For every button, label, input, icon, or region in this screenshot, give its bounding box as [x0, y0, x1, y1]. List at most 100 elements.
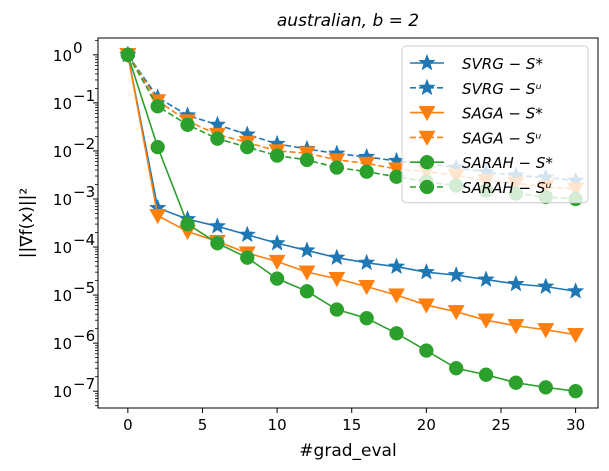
- data-point: [419, 343, 434, 358]
- data-point: [417, 298, 435, 314]
- data-point: [387, 257, 406, 275]
- axes-frame: [97, 37, 599, 409]
- legend-entry: SVRG − S*: [410, 53, 543, 73]
- data-point: [269, 148, 285, 163]
- data-point: [268, 254, 286, 271]
- legend-label: SAGA − Sᵘ: [462, 129, 541, 147]
- data-point: [447, 305, 465, 321]
- data-point: [328, 271, 346, 288]
- y-tick-exponent: −7: [73, 375, 95, 393]
- data-point: [299, 284, 315, 299]
- data-point: [298, 265, 316, 281]
- data-point: [478, 367, 494, 382]
- legend-marker: [418, 130, 436, 146]
- data-point: [150, 99, 165, 114]
- y-tick-label: 10: [53, 239, 72, 257]
- data-point: [477, 270, 495, 288]
- data-point: [329, 302, 345, 317]
- series-line: [127, 54, 576, 336]
- data-point: [210, 236, 225, 251]
- legend-box: [401, 45, 589, 204]
- data-point: [328, 248, 346, 266]
- data-point: [537, 277, 555, 295]
- legend-entry: SAGA − Sᵘ: [410, 129, 541, 147]
- y-tick-exponent: −5: [73, 279, 95, 297]
- x-tick-label: 5: [198, 416, 208, 434]
- y-tick-exponent: −3: [73, 183, 95, 201]
- legend-entry: SVRG − Sᵘ: [410, 78, 542, 98]
- data-point: [537, 323, 555, 339]
- data-point: [538, 380, 553, 395]
- x-axis-label: #grad_eval: [299, 441, 396, 461]
- data-point: [269, 271, 285, 286]
- data-point: [357, 253, 376, 271]
- legend-entry: SARAH − S*: [410, 154, 553, 172]
- data-point: [507, 274, 525, 292]
- y-axis-label: ||∇f(x)||²: [17, 188, 37, 258]
- legend-entry: SAGA − S*: [410, 105, 543, 123]
- x-tick-label: 30: [566, 416, 585, 434]
- data-point: [120, 47, 136, 63]
- legend-marker: [418, 53, 436, 71]
- data-point: [448, 361, 464, 376]
- data-point: [507, 319, 525, 335]
- legend-label: SAGA − S*: [462, 105, 543, 123]
- series-line: [127, 54, 576, 293]
- x-axis: 0 5 10 15 20 25 30: [123, 408, 585, 434]
- data-point: [358, 279, 376, 296]
- legend: SVRG − S* SVRG − Sᵘ SAGA − S* SAGA − Sᵘ SARA…: [401, 45, 589, 204]
- data-point: [568, 383, 583, 399]
- x-tick-label: 25: [491, 416, 510, 434]
- data-point: [240, 250, 255, 265]
- data-point: [417, 262, 436, 280]
- y-tick-exponent: 0: [73, 39, 83, 57]
- data-point: [359, 164, 374, 179]
- series-line: [127, 54, 576, 392]
- data-point: [329, 160, 345, 175]
- chart-title: australian, b = 2: [277, 11, 419, 31]
- y-tick-label: 10: [53, 95, 72, 113]
- data-point: [389, 169, 404, 184]
- x-tick-label: 20: [417, 416, 436, 434]
- legend-marker: [418, 105, 436, 122]
- data-point: [477, 313, 495, 329]
- data-point: [210, 131, 225, 146]
- data-point: [208, 217, 227, 234]
- series-line: [127, 54, 576, 190]
- data-point: [298, 241, 316, 258]
- y-tick-exponent: −4: [73, 231, 95, 249]
- y-tick-exponent: −2: [73, 135, 95, 153]
- x-tick-label: 0: [123, 416, 133, 434]
- data-point: [150, 139, 165, 155]
- data-point: [238, 225, 257, 243]
- data-point: [299, 152, 315, 168]
- y-tick-label: 10: [53, 383, 72, 401]
- legend-marker: [418, 78, 436, 96]
- y-tick-label: 10: [53, 335, 72, 353]
- x-tick-label: 15: [342, 416, 361, 434]
- data-point: [149, 209, 167, 225]
- data-point: [240, 139, 255, 155]
- legend-label: SARAH − S*: [462, 154, 553, 172]
- data-point: [389, 326, 404, 341]
- legend-label: SVRG − S*: [462, 55, 543, 73]
- data-point: [359, 310, 374, 326]
- data-point: [508, 375, 524, 390]
- y-tick-exponent: −6: [73, 327, 95, 345]
- y-tick-label: 10: [53, 287, 72, 305]
- data-point: [180, 117, 195, 132]
- data-point: [358, 156, 376, 172]
- data-point: [447, 265, 465, 283]
- y-tick-label: 10: [53, 191, 72, 209]
- legend-label: SARAH − Sᵘ: [462, 179, 551, 197]
- series-5: [120, 47, 583, 399]
- legend-label: SVRG − Sᵘ: [462, 80, 542, 98]
- data-point: [180, 216, 195, 232]
- x-tick-label: 10: [268, 416, 287, 434]
- legend-marker: [419, 154, 435, 170]
- y-tick-exponent: −1: [73, 87, 95, 105]
- data-point: [567, 328, 585, 344]
- data-point: [566, 282, 585, 299]
